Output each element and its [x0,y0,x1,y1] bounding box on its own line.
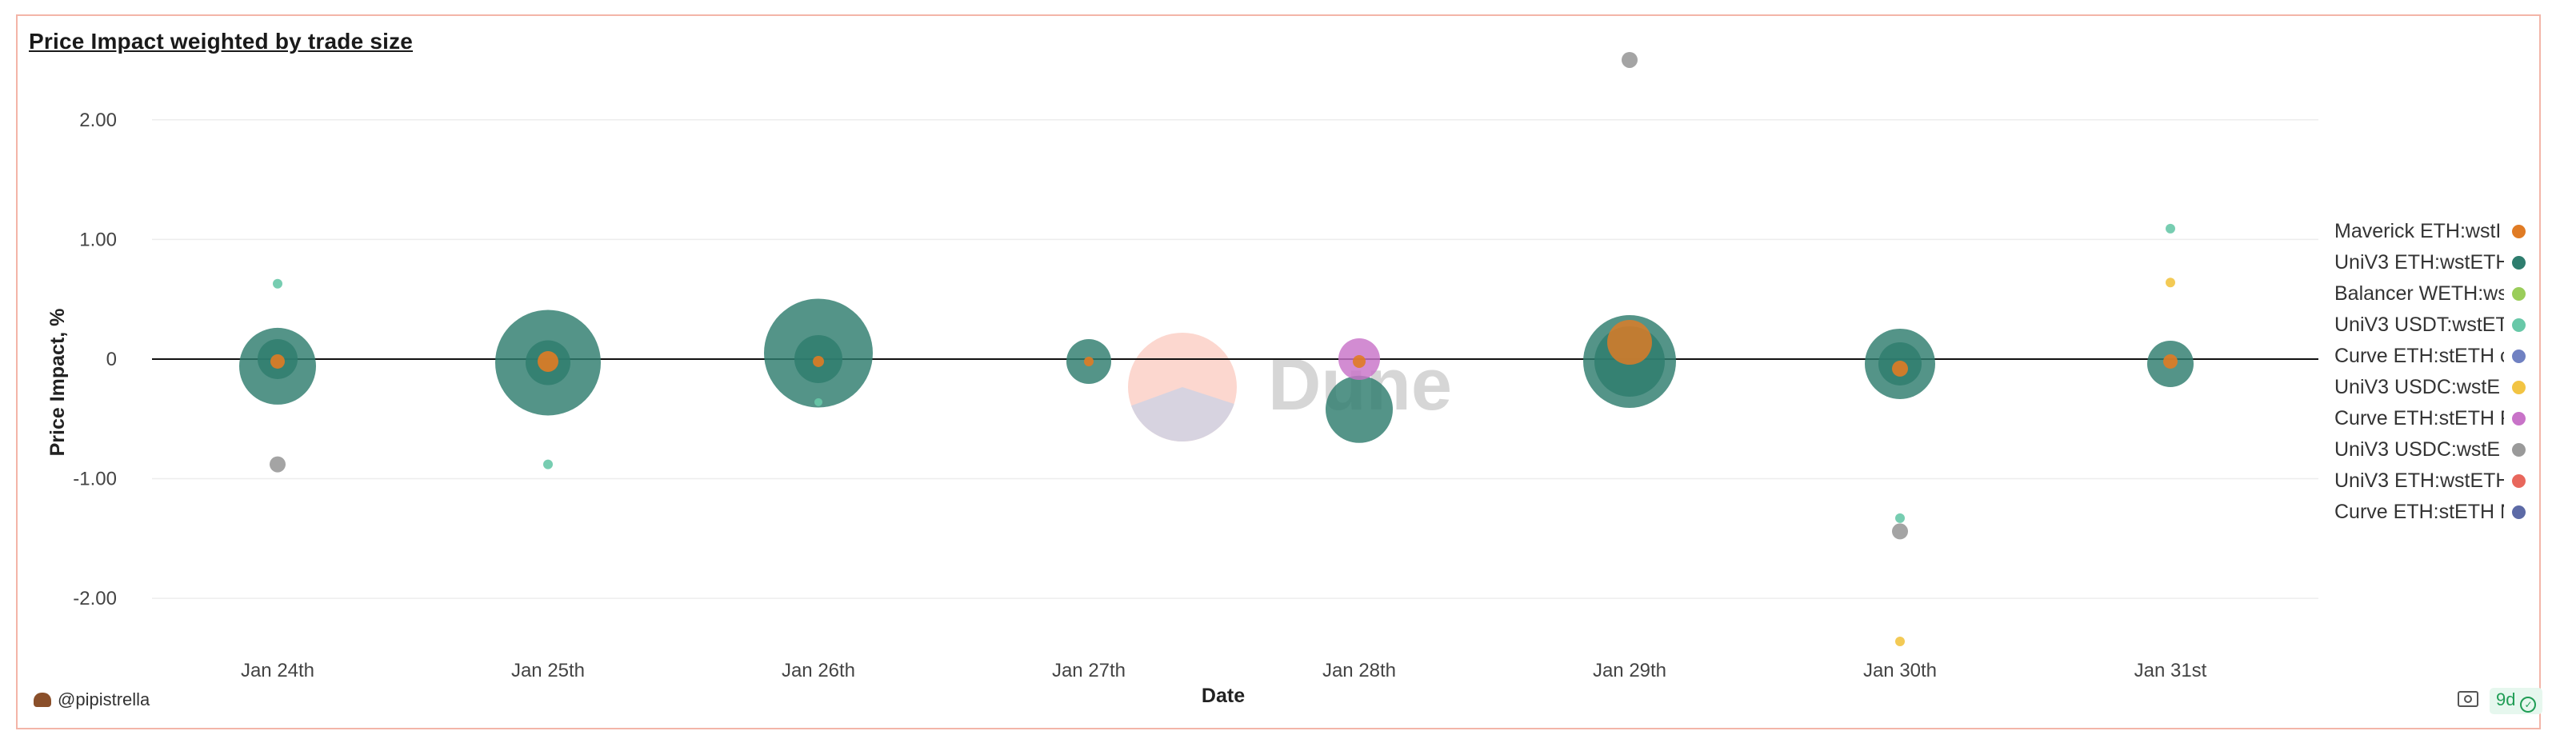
x-tick-label: Jan 30th [1863,660,1937,681]
legend-swatch [2512,505,2526,519]
x-tick-label: Jan 25th [511,660,585,681]
y-tick-label: -1.00 [73,469,117,490]
y-tick-label: 2.00 [79,110,117,131]
x-axis-label: Date [1202,685,1245,707]
data-point[interactable] [2166,223,2175,234]
y-axis-label: Price Impact, % [46,309,69,457]
y-tick-label: 0 [106,349,117,370]
age-badge[interactable]: 9d ✓ [2490,688,2543,714]
chart-frame [16,14,2541,729]
x-tick-label: Jan 24th [241,660,314,681]
data-point[interactable] [1892,523,1908,540]
camera-icon[interactable] [2458,691,2478,707]
legend-label: UniV3 USDC:wstE [2334,376,2500,398]
footer-actions: 9d ✓ [2458,688,2543,714]
x-tick-label: Jan 28th [1322,660,1396,681]
legend-swatch [2512,287,2526,301]
avatar-icon [34,693,51,707]
legend-label: UniV3 ETH:wstETH [2334,251,2504,274]
x-tick-label: Jan 26th [782,660,855,681]
legend-label: UniV3 ETH:wstETH [2334,469,2504,492]
data-point[interactable] [1892,360,1908,377]
legend-label: UniV3 USDC:wstE [2334,438,2500,461]
x-tick-label: Jan 31st [2134,660,2207,681]
legend-item[interactable]: UniV3 ETH:wstETH [2334,247,2526,278]
data-point[interactable] [814,397,822,406]
legend-label: Curve ETH:stETH N [2334,501,2504,523]
legend-item[interactable]: UniV3 ETH:wstETH [2334,465,2526,497]
legend-swatch [2512,443,2526,457]
legend-item[interactable]: Curve ETH:stETH F [2334,403,2526,434]
legend: Maverick ETH:wstI UniV3 ETH:wstETH Balance… [2334,216,2526,528]
legend-label: Balancer WETH:ws [2334,282,2504,305]
y-tick-label: -2.00 [73,588,117,609]
legend-swatch [2512,412,2526,425]
data-point[interactable] [1607,320,1652,366]
legend-item[interactable]: Curve ETH:stETH N [2334,497,2526,528]
data-point[interactable] [2163,354,2178,369]
legend-swatch [2512,350,2526,363]
data-point[interactable] [543,459,553,469]
chart-title[interactable]: Price Impact weighted by trade size [29,29,414,54]
x-tick-label: Jan 27th [1052,660,1126,681]
legend-swatch [2512,381,2526,394]
legend-item[interactable]: UniV3 USDC:wstE [2334,372,2526,403]
data-point[interactable] [1084,356,1094,366]
author-credit[interactable]: @pipistrella [34,689,150,710]
data-point[interactable] [273,278,282,289]
x-tick-label: Jan 29th [1593,660,1666,681]
legend-label: Curve ETH:stETH c [2334,345,2504,367]
legend-swatch [2512,318,2526,332]
data-point[interactable] [2166,278,2175,288]
legend-item[interactable]: Balancer WETH:ws [2334,278,2526,310]
check-circle-icon: ✓ [2520,697,2537,713]
legend-swatch [2512,256,2526,270]
data-point[interactable] [1895,637,1905,647]
legend-item[interactable]: Maverick ETH:wstI [2334,216,2526,247]
data-point[interactable] [538,350,558,372]
y-tick-label: 1.00 [79,229,117,250]
author-handle: @pipistrella [58,689,150,709]
legend-item[interactable]: UniV3 USDC:wstE [2334,434,2526,465]
legend-label: Curve ETH:stETH F [2334,407,2504,429]
legend-label: Maverick ETH:wstI [2334,220,2502,242]
data-point[interactable] [1895,513,1905,523]
data-point[interactable] [270,354,285,369]
data-point[interactable] [813,355,824,367]
age-badge-text: 9d [2496,689,2516,709]
data-point[interactable] [270,456,286,473]
legend-label: UniV3 USDT:wstET [2334,314,2504,336]
data-point[interactable] [1353,354,1366,368]
legend-swatch [2512,225,2526,238]
legend-item[interactable]: UniV3 USDT:wstET [2334,310,2526,341]
legend-item[interactable]: Curve ETH:stETH c [2334,341,2526,372]
data-point[interactable] [1326,375,1393,443]
data-point[interactable] [1622,51,1638,68]
legend-swatch [2512,474,2526,488]
dune-watermark: Dune [1128,333,1452,441]
